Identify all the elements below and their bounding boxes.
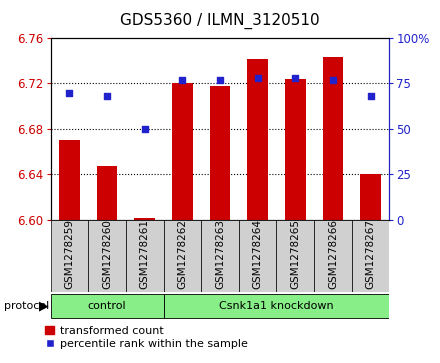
Bar bbox=[239, 220, 276, 292]
Text: GSM1278266: GSM1278266 bbox=[328, 220, 338, 289]
Bar bbox=[59, 140, 80, 220]
Point bbox=[141, 126, 148, 132]
Bar bbox=[285, 79, 306, 220]
Bar bbox=[352, 220, 389, 292]
Bar bbox=[164, 294, 389, 318]
Bar bbox=[276, 220, 314, 292]
Text: GSM1278260: GSM1278260 bbox=[102, 220, 112, 289]
Text: Csnk1a1 knockdown: Csnk1a1 knockdown bbox=[219, 301, 334, 311]
Point bbox=[103, 93, 110, 99]
Text: GSM1278261: GSM1278261 bbox=[140, 220, 150, 289]
Bar bbox=[51, 220, 88, 292]
Point bbox=[66, 90, 73, 95]
Point bbox=[254, 75, 261, 81]
Text: GSM1278265: GSM1278265 bbox=[290, 220, 300, 289]
Bar bbox=[88, 220, 126, 292]
Bar bbox=[97, 166, 117, 220]
Point bbox=[367, 93, 374, 99]
Bar bbox=[126, 220, 164, 292]
Text: protocol: protocol bbox=[4, 301, 50, 311]
Bar bbox=[209, 86, 231, 220]
Text: GSM1278259: GSM1278259 bbox=[64, 220, 74, 289]
Text: ▶: ▶ bbox=[39, 299, 49, 312]
Bar bbox=[134, 219, 155, 220]
Text: GSM1278263: GSM1278263 bbox=[215, 220, 225, 289]
Bar bbox=[51, 294, 164, 318]
Legend: transformed count, percentile rank within the sample: transformed count, percentile rank withi… bbox=[41, 322, 252, 354]
Bar bbox=[172, 83, 193, 220]
Bar bbox=[314, 220, 352, 292]
Point bbox=[292, 75, 299, 81]
Bar bbox=[247, 58, 268, 220]
Bar bbox=[360, 174, 381, 220]
Text: control: control bbox=[88, 301, 126, 311]
Bar bbox=[164, 220, 201, 292]
Point bbox=[179, 77, 186, 83]
Text: GSM1278264: GSM1278264 bbox=[253, 220, 263, 289]
Text: GSM1278267: GSM1278267 bbox=[366, 220, 376, 289]
Point bbox=[330, 77, 337, 83]
Text: GSM1278262: GSM1278262 bbox=[177, 220, 187, 289]
Bar bbox=[201, 220, 239, 292]
Text: GDS5360 / ILMN_3120510: GDS5360 / ILMN_3120510 bbox=[120, 13, 320, 29]
Point bbox=[216, 77, 224, 83]
Bar bbox=[323, 57, 343, 220]
